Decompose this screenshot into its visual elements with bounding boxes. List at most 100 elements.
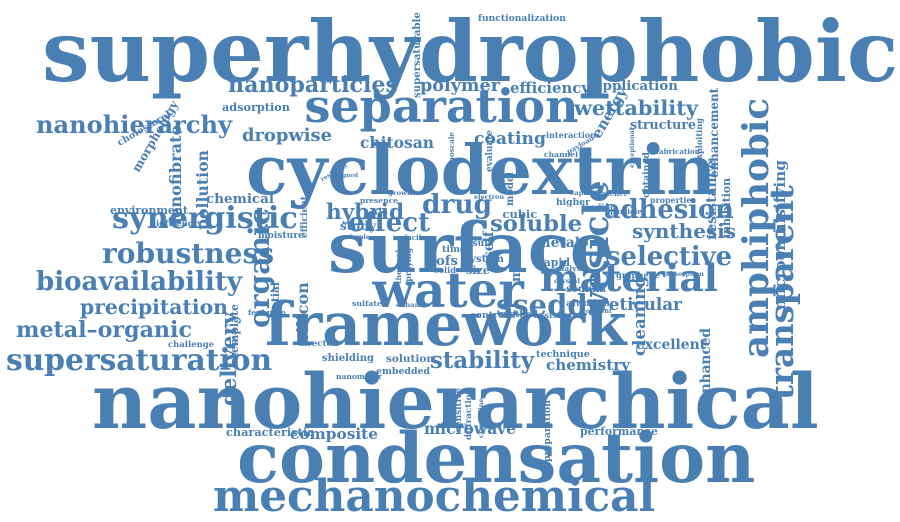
word: effect (348, 208, 431, 238)
word: selective (606, 242, 733, 272)
word: alumina (566, 298, 610, 309)
word: fenbufen (248, 308, 286, 317)
word: interaction (546, 130, 596, 140)
word: control (470, 309, 508, 321)
word: performance (580, 424, 658, 438)
word: inhibition (719, 178, 733, 238)
word: microwave (424, 419, 516, 438)
word: metal–organic (16, 317, 192, 343)
word: sulfate (352, 299, 382, 308)
word: crystalline (476, 398, 485, 438)
word: nanohierarchical (92, 357, 819, 446)
word: wettability (574, 94, 698, 120)
word: study (340, 219, 377, 233)
word: chemistry (546, 355, 631, 374)
word: system (464, 253, 505, 265)
word: challenge (168, 339, 215, 349)
word: polymer (420, 75, 500, 96)
word: microemulsifying (770, 160, 789, 310)
word: framework (265, 290, 627, 360)
word: synthesis (632, 219, 737, 243)
word: obtained (640, 152, 652, 198)
word: capacity (570, 188, 602, 197)
word: spraying (404, 248, 413, 286)
word: pollution (193, 150, 212, 230)
word: characteristic (226, 424, 314, 439)
word: exceptional (629, 128, 636, 168)
word: application (594, 77, 678, 94)
word: silicon (293, 282, 312, 342)
word: nanoscale (446, 132, 456, 172)
word: water (372, 263, 524, 319)
word: shielding (322, 353, 374, 364)
word: enhance (396, 300, 428, 309)
word: particle (610, 206, 642, 216)
word: material (540, 256, 718, 300)
word: metal (536, 235, 581, 251)
word: sodium (566, 284, 606, 295)
word: efficiency (510, 78, 590, 97)
word: drug (422, 189, 493, 220)
word: technique (536, 349, 590, 360)
word: composite (290, 424, 379, 443)
word: mechanochemical (213, 471, 656, 522)
word: template (227, 304, 241, 358)
word: surface (328, 207, 614, 289)
word: channel (544, 150, 578, 159)
word: presence (360, 196, 398, 205)
word: superhydrophobic (42, 1, 899, 101)
word: hybrid (326, 200, 405, 225)
word: cubic (502, 207, 538, 221)
word: model (505, 172, 516, 206)
word: embedded (376, 365, 431, 377)
word: precipitation (80, 295, 228, 319)
word: condensation (237, 417, 756, 499)
word: functionalization (478, 12, 566, 24)
word: cyclodextrin (246, 131, 717, 211)
word: synergistic (112, 201, 298, 236)
word: ssedds (496, 287, 605, 322)
word: mofs (508, 246, 524, 282)
word: size (466, 263, 490, 277)
word: solution (386, 352, 435, 365)
word: solid (434, 265, 456, 275)
word: robustness (102, 237, 275, 270)
word: nanohierarchy (36, 110, 233, 139)
word: chemical (206, 190, 274, 207)
word: adhesion (604, 195, 734, 225)
word: simple (346, 233, 370, 241)
word: aligned (334, 173, 358, 179)
word: nanometer (336, 372, 382, 381)
word: preparation (541, 400, 553, 462)
word: electron (474, 193, 505, 201)
word: covalent (582, 307, 612, 315)
word: method (500, 309, 538, 320)
word: stability (430, 347, 535, 374)
word: moisture (258, 229, 304, 241)
word: excellent (636, 337, 707, 353)
word: cofs (428, 253, 458, 269)
word: supersaturable (411, 12, 423, 98)
word: facile (404, 232, 426, 242)
word: biofriendly (150, 218, 202, 229)
word: chitosan (360, 132, 434, 152)
word: properties (650, 196, 696, 205)
word: nanoparticles (228, 72, 399, 98)
word: enhancement (707, 87, 721, 178)
word: higher (556, 196, 590, 208)
word: adsorption (222, 99, 290, 114)
word: assisted (534, 310, 573, 320)
word: rapid (538, 255, 571, 269)
word: evaluate (484, 130, 495, 172)
word: sensitive (453, 388, 464, 432)
word: soluble (490, 210, 583, 237)
word: absorption (666, 271, 704, 278)
word: separation (304, 79, 579, 133)
word: coating (474, 128, 546, 149)
word: efficient (299, 196, 310, 238)
word: directed (298, 338, 338, 349)
word: supersaturation (6, 343, 273, 378)
word: fabrication (656, 146, 700, 156)
word: thermal (394, 250, 403, 284)
